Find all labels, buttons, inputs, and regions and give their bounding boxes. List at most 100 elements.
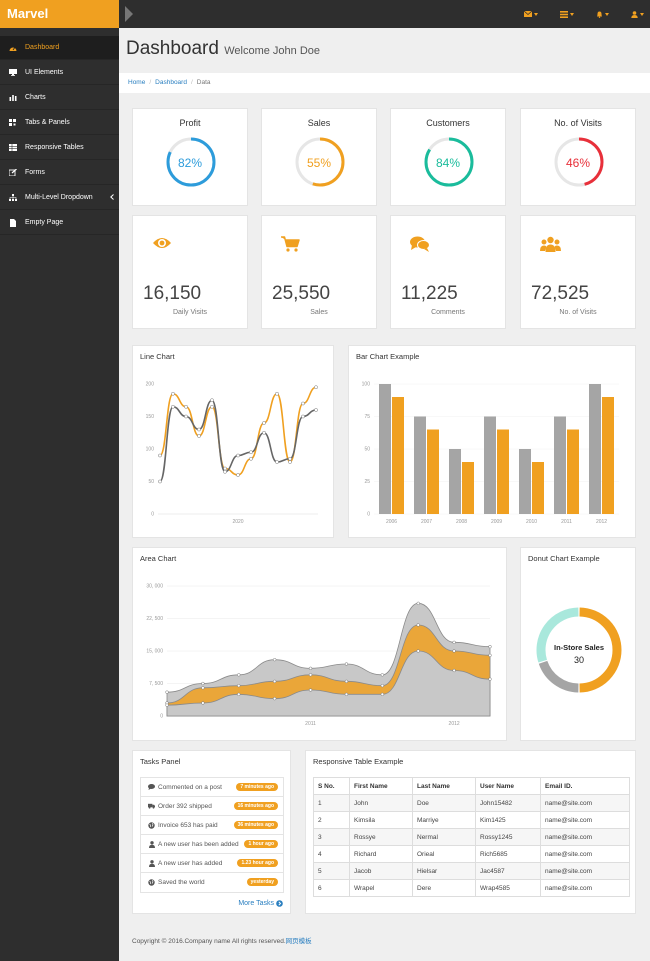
column-header[interactable]: S No. [313,777,350,795]
table-cell: 5 [313,862,350,880]
user-dropdown[interactable] [631,10,644,18]
table-row[interactable]: 2 Kimsila Marriye Kim1425 name@site.com [313,811,630,829]
breadcrumb-dashboard[interactable]: Dashboard [155,79,187,86]
table-row[interactable]: 3 Rossye Nermal Rossy1245 name@site.com [313,828,630,846]
sidebar-item-label: Empty Page [25,219,64,226]
bar [462,462,474,514]
bar [379,384,391,514]
y-tick-label: 200 [146,382,155,388]
area-point [416,601,420,605]
x-tick-label: 2011 [561,519,572,525]
table-cell: Wrapel [349,879,413,897]
tasks-dropdown[interactable] [560,10,574,18]
donut-slice [579,607,622,693]
counter-value: 11,225 [401,283,458,304]
file-icon [8,218,17,227]
column-header[interactable]: Last Name [412,777,476,795]
area-chart: 0 7, 500 15, 000 22, 500 30, 000 2011 2012 [146,584,492,727]
area-point [308,673,313,677]
sidebar-item-multi-level-dropdown[interactable]: Multi-Level Dropdown [0,186,119,210]
progress-ring [554,137,604,187]
area-point [488,645,492,649]
task-time-badge: yesterday [246,878,278,886]
bar [532,462,544,514]
area-point [237,673,241,677]
y-tick-label: 100 [146,447,155,453]
breadcrumb-home[interactable]: Home [128,79,146,86]
line-point [210,404,214,409]
sidebar-item-label: Responsive Tables [25,144,84,151]
area-point [201,701,205,705]
line-point [223,469,227,474]
messages-dropdown[interactable] [524,11,538,17]
area-point [273,697,277,701]
column-header[interactable]: User Name [475,777,541,795]
task-item[interactable]: Order 392 shipped 16 minutes ago [141,797,283,816]
y-tick-label: 0 [151,512,154,518]
truck-icon [148,803,155,810]
bar [392,397,404,514]
task-item[interactable]: Saved the world yesterday [141,873,283,892]
line-chart: 0 50 100 150 200 2020 [146,382,318,525]
responsive-table-panel: Responsive Table Example S No. First Nam… [305,750,636,914]
table-cell: 1 [313,794,350,812]
progress-ring [295,137,345,187]
page-subtitle: Welcome John Doe [224,45,321,57]
area-point [452,640,456,644]
alerts-dropdown[interactable] [596,11,609,18]
page-title: Dashboard Welcome John Doe [126,38,320,60]
area-series-2 [166,650,491,717]
envelope-icon [524,11,532,17]
table-cell: John15482 [475,794,541,812]
breadcrumb-separator: / [149,79,152,86]
column-header[interactable]: First Name [349,777,413,795]
y-tick-label: 50 [148,479,154,485]
table-cell: Marriye [412,811,476,829]
line-point [236,473,240,477]
line-point [197,427,201,432]
counter-label: Comments [431,309,465,316]
task-item[interactable]: Commented on a post 7 minutes ago [141,778,283,797]
sidebar-item-empty-page[interactable]: Empty Page [0,211,119,235]
x-tick-label: 2006 [386,519,397,525]
table-row[interactable]: 4 Richard Orieal Rich5685 name@site.com [313,845,630,863]
stat-percent: 46% [565,156,591,170]
table-row[interactable]: 5 Jacob Hielsar Jac4587 name@site.com [313,862,630,880]
table-cell: Nermal [412,828,476,846]
table-cell: name@site.com [540,845,630,863]
table-row[interactable]: 1 John Doe John15482 name@site.com [313,794,630,812]
panel-title: Donut Chart Example [528,554,600,563]
footer-link[interactable]: 网页模板 [285,938,312,945]
task-item[interactable]: A new user has been added 1 hour ago [141,835,283,854]
more-tasks-link[interactable]: More Tasks [238,900,283,907]
sidebar-toggle-icon[interactable] [125,6,135,22]
area-point [344,679,349,683]
line-chart-panel: Line Chart 0 50 100 150 200 2020 [132,345,334,538]
line-point [288,460,292,464]
brand-logo[interactable]: Marvel [0,0,119,28]
sidebar-item-responsive-tables[interactable]: Responsive Tables [0,136,119,160]
line-point [197,434,201,438]
sidebar-item-forms[interactable]: Forms [0,161,119,185]
caret-down-icon [640,12,644,16]
table-row[interactable]: 6 Wrapel Dere Wrap4585 name@site.com [313,879,630,897]
sidebar-item-ui-elements[interactable]: UI Elements [0,61,119,85]
area-point [344,692,349,696]
sidebar-item-dashboard[interactable]: Dashboard [0,36,119,60]
bar [519,449,531,514]
sidebar-item-label: Multi-Level Dropdown [25,194,93,201]
table-cell: Rich5685 [475,845,541,863]
table-cell: Rossy1245 [475,828,541,846]
line-point [210,398,214,403]
column-header[interactable]: Email ID. [540,777,630,795]
task-item[interactable]: A new user has added 1.23 hour ago [141,854,283,873]
stat-card-sales: Sales 55% [261,108,377,206]
sidebar: Dashboard UI Elements Charts Tabs & Pane… [0,28,119,961]
y-tick-label: 50 [364,447,370,453]
donut-center-value: 30 [574,655,584,665]
sidebar-item-tabs-panels[interactable]: Tabs & Panels [0,111,119,135]
task-item[interactable]: Invoice 653 has paid 36 minutes ago [141,816,283,835]
sidebar-item-label: Dashboard [25,44,60,51]
table-cell: Rossye [349,828,413,846]
sidebar-item-charts[interactable]: Charts [0,86,119,110]
